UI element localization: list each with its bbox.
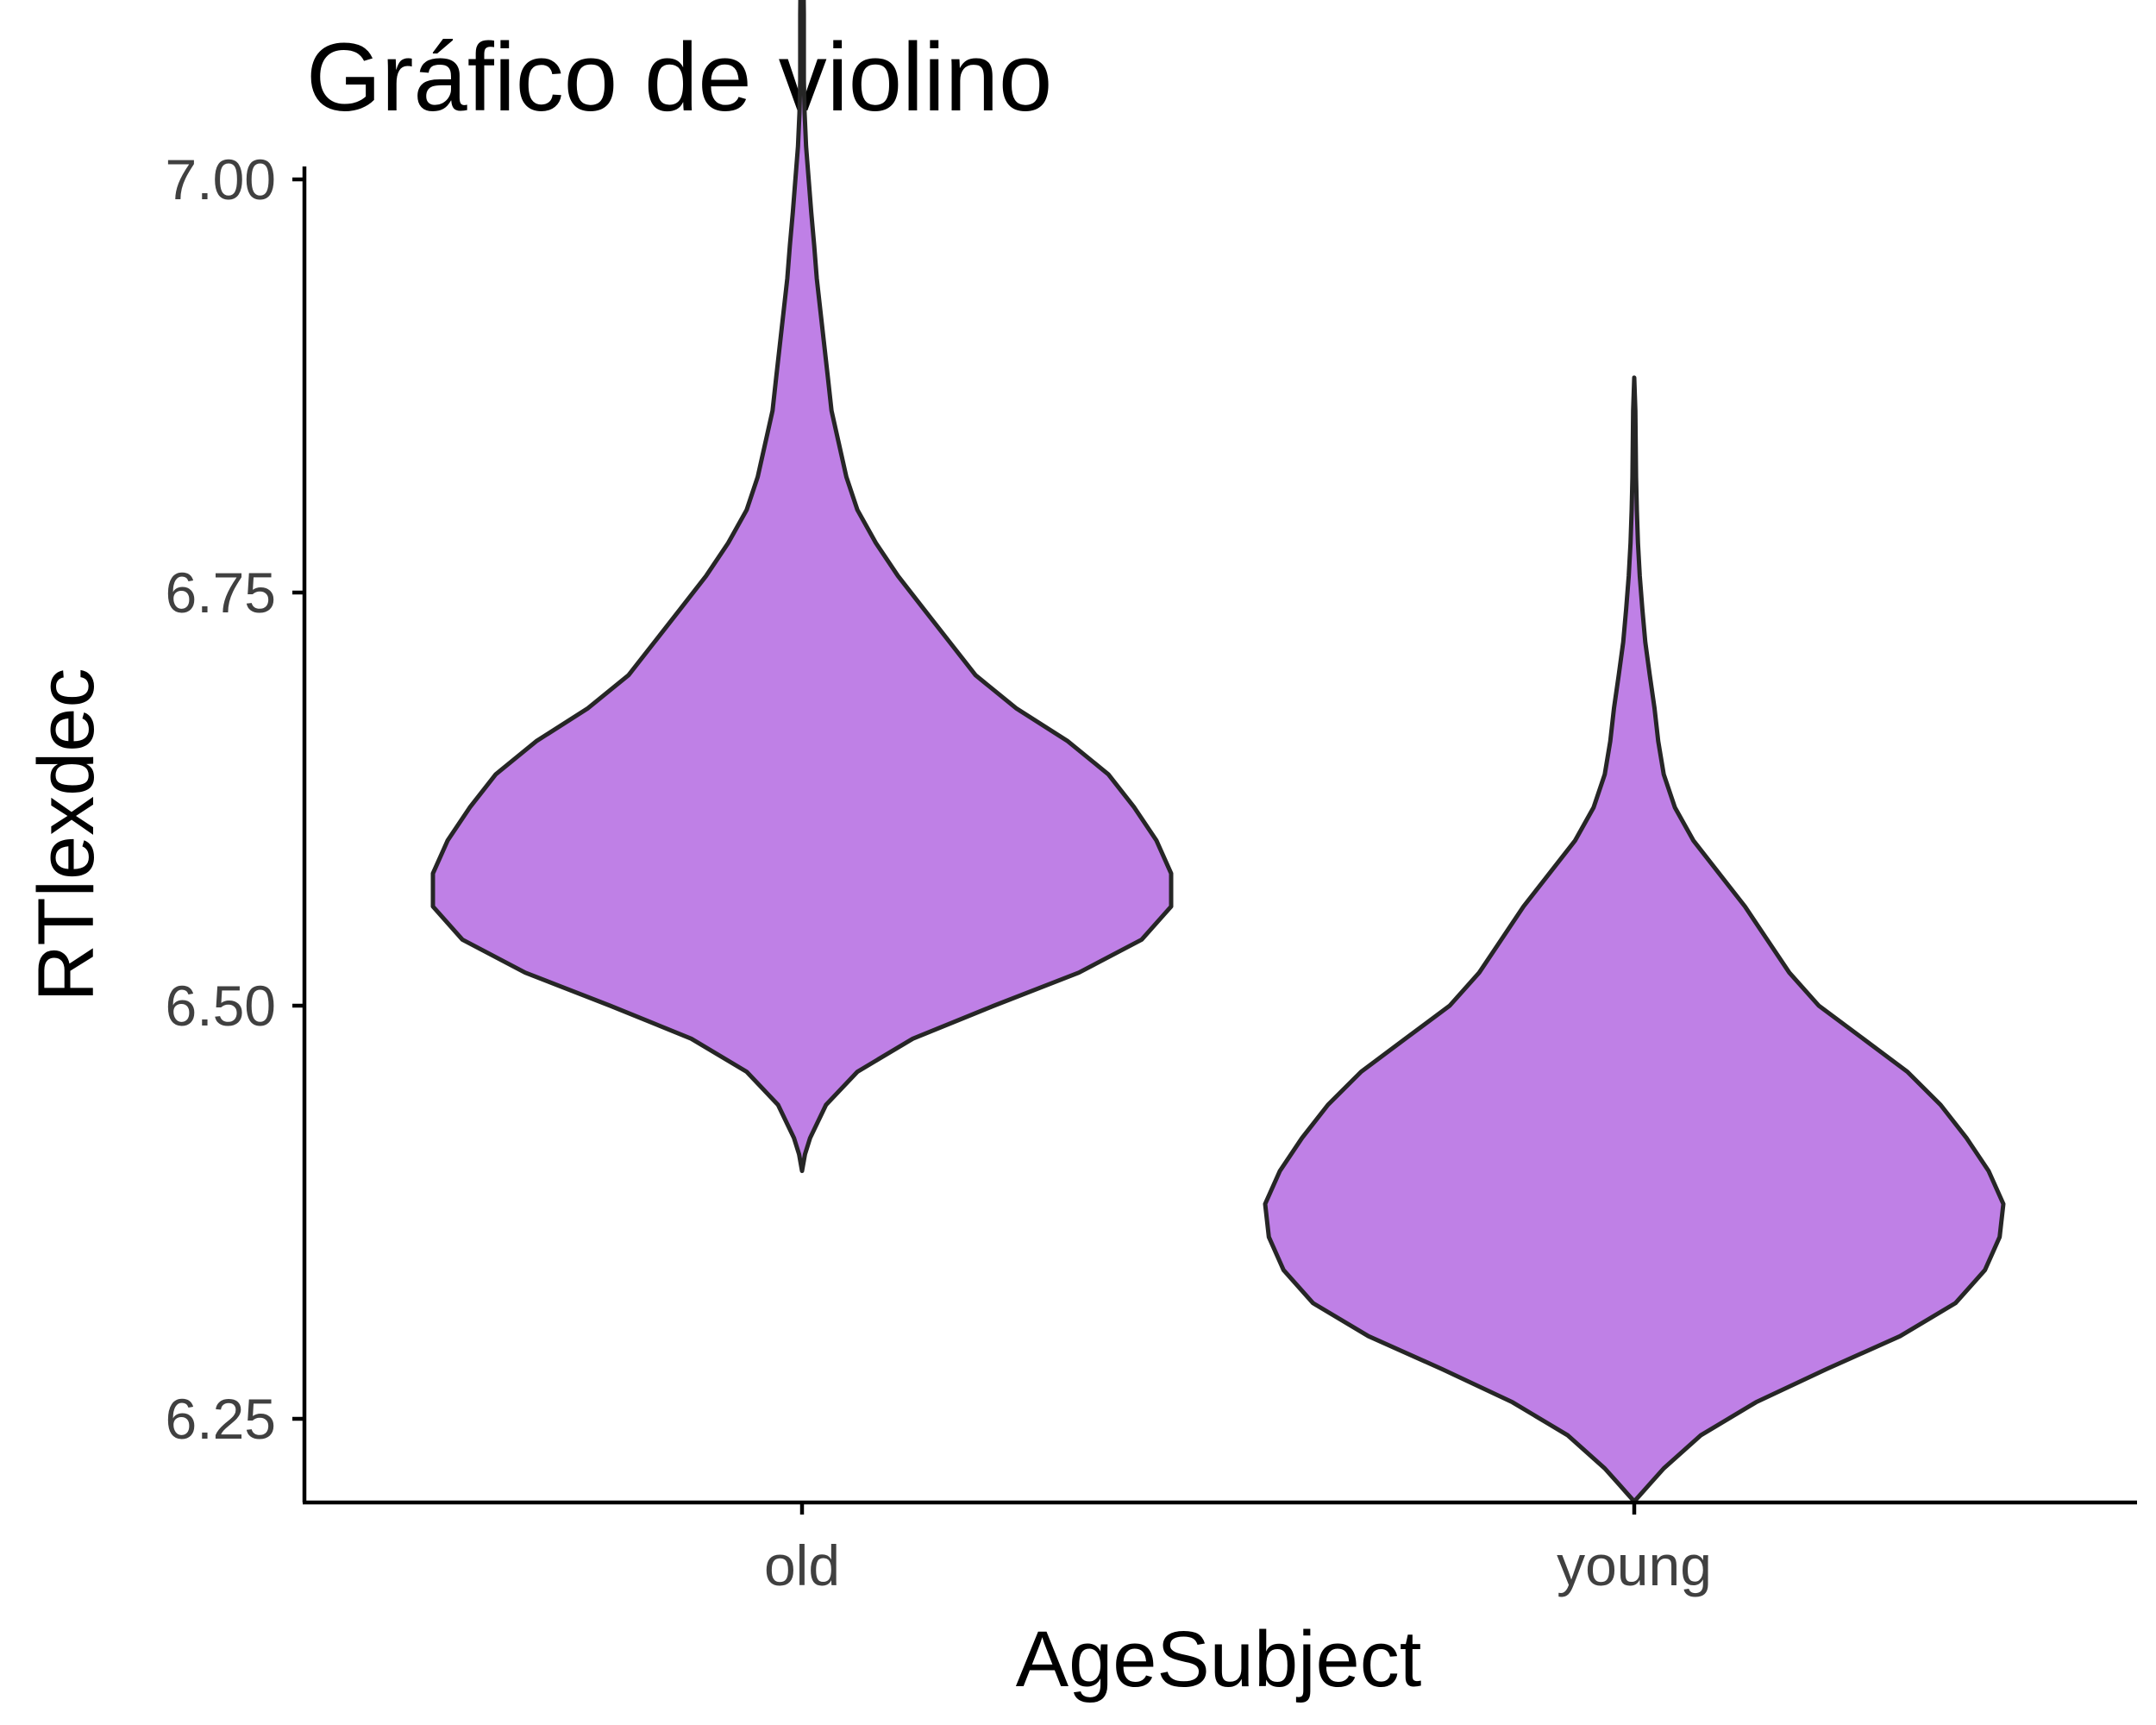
violin-young	[1263, 375, 2006, 1504]
x-axis-ticks: old young	[764, 1502, 1712, 1597]
y-axis-ticks: 6.25 6.50 6.75 7.00	[166, 147, 304, 1451]
y-axis-title: RTlexdec	[22, 668, 110, 1002]
y-tick-label: 6.75	[166, 561, 276, 624]
x-axis-title: AgeSubject	[1016, 1615, 1422, 1703]
chart-title: Gráfico de violino	[306, 23, 1052, 131]
x-tick-label-old: old	[764, 1534, 840, 1597]
violin-group	[430, 0, 2006, 1504]
y-tick-label: 6.50	[166, 974, 276, 1038]
violin-old	[430, 0, 1174, 1174]
x-tick-label-young: young	[1557, 1534, 1712, 1597]
y-tick-label: 7.00	[166, 147, 276, 211]
y-tick-label: 6.25	[166, 1387, 276, 1451]
